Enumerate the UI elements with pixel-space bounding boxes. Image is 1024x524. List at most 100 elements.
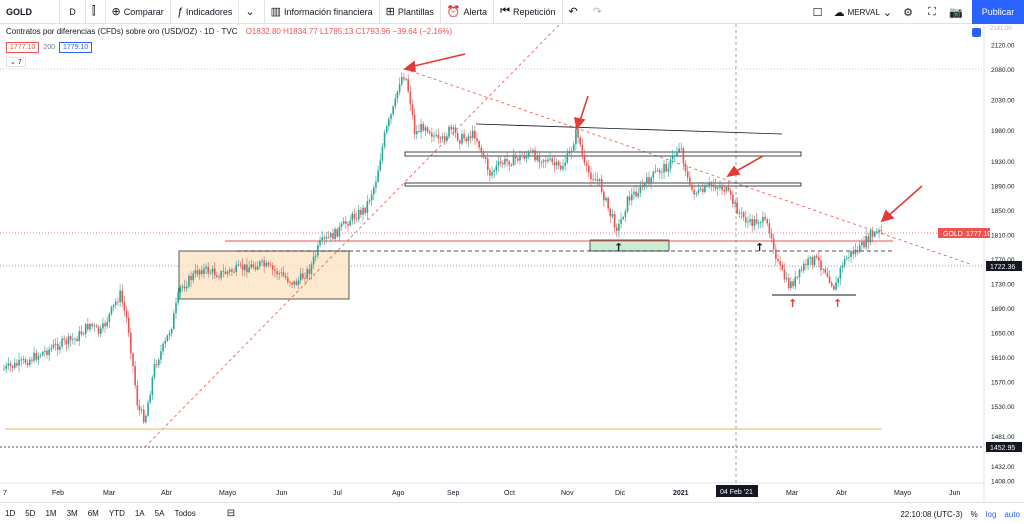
candle-body — [476, 138, 478, 142]
candle-body — [314, 255, 317, 257]
candle-body — [252, 264, 255, 267]
goto-date-icon[interactable]: ⊟ — [226, 508, 236, 519]
bid-price[interactable]: 1777.10 — [6, 42, 40, 53]
candle-body — [151, 377, 154, 395]
support-box[interactable] — [589, 239, 670, 252]
price-chart[interactable]: ↑ ↑ ↑ ↑ 2120.00 2080.00 2030.00 1980.00 1930… — [0, 24, 1024, 502]
candle-body — [97, 326, 100, 334]
candle-body — [800, 269, 803, 271]
candle-body — [244, 264, 246, 271]
candle-body — [607, 197, 609, 209]
candle-body — [878, 230, 880, 232]
candle-body — [622, 216, 624, 220]
price-axis[interactable]: 2120.00 2080.00 2030.00 1980.00 1930.00 1890.… — [991, 43, 1015, 486]
candle-body — [76, 338, 78, 341]
candle-body — [194, 270, 197, 274]
candle-body — [652, 171, 655, 178]
range-button[interactable]: YTD — [108, 509, 125, 518]
indicators-dropdown[interactable]: ⌄ — [239, 0, 265, 24]
candle-body — [461, 134, 463, 144]
layout-toggle[interactable]: ☐ — [806, 0, 830, 24]
snapshot-button[interactable]: 📷 — [944, 0, 968, 24]
bar-style-button[interactable]: ⫿ — [86, 0, 106, 24]
candle-body — [534, 150, 536, 161]
auto-toggle[interactable]: auto — [1004, 509, 1020, 519]
candle-body — [547, 159, 549, 162]
candle-body — [512, 154, 515, 165]
candle-body — [226, 271, 229, 274]
candle-body — [837, 278, 839, 283]
time-axis[interactable]: 7 Feb Mar Abr Mayo Jun Jul Ago Sep Oct Nov Dic 2021 M… — [3, 490, 960, 497]
candle-body — [119, 290, 121, 303]
layout-cloud-button[interactable]: ☁ MERVAL ⌄ — [830, 0, 896, 24]
range-button[interactable]: 3M — [66, 509, 78, 518]
indicators-button[interactable]: ƒ Indicadores — [171, 0, 240, 24]
percent-toggle[interactable]: % — [970, 509, 978, 519]
range-rect-upper[interactable] — [404, 151, 802, 157]
level-1-value: 1722.36 — [990, 264, 1015, 271]
ask-price[interactable]: 1779.10 — [59, 42, 93, 53]
interval-button[interactable]: D — [60, 0, 86, 24]
templates-label: Plantillas — [397, 6, 434, 17]
undo-button[interactable]: ↶ — [563, 0, 587, 24]
candle-body — [529, 151, 532, 153]
range-rect-lower[interactable] — [404, 182, 802, 187]
log-toggle[interactable]: log — [985, 509, 997, 519]
rising-trendline[interactable] — [144, 24, 561, 448]
range-button[interactable]: 1A — [134, 509, 145, 518]
candle-body — [5, 365, 7, 369]
candle-body — [448, 126, 450, 137]
candle-body — [418, 131, 420, 133]
candle-body — [792, 281, 794, 287]
candle-body — [755, 219, 758, 224]
candle-body — [231, 269, 233, 272]
alert-button[interactable]: ⏰ Alerta — [441, 0, 495, 24]
candle-body — [809, 257, 812, 259]
candle-body — [373, 187, 375, 195]
candle-body — [347, 223, 349, 226]
templates-button[interactable]: ⊞ Plantillas — [380, 0, 441, 24]
candle-body — [463, 134, 465, 139]
scale-lock-button[interactable] — [972, 28, 981, 37]
redo-button[interactable]: ↷ — [587, 0, 611, 24]
price-tick-label: 1481.00 — [991, 434, 1015, 441]
candle-body — [39, 355, 42, 357]
range-button[interactable]: 6M — [87, 509, 99, 518]
gold-symbol-tag: GOLD — [943, 231, 963, 238]
range-button[interactable]: 1M — [45, 509, 57, 518]
candle-body — [20, 359, 22, 361]
candle-body — [641, 185, 644, 187]
indicators-toggle[interactable]: ⌄ 7 — [6, 57, 26, 67]
candle-body — [69, 336, 72, 340]
clock-label[interactable]: 22:10:08 (UTC-3) — [900, 509, 963, 519]
compare-button[interactable]: ⊕ Comparar — [106, 0, 171, 24]
symbol-search[interactable]: GOLD — [0, 0, 60, 24]
instrument-title: Contratos por diferencias (CFDs) sobre o… — [6, 27, 238, 36]
candle-body — [345, 221, 347, 224]
candle-body — [704, 185, 706, 192]
price-tick-label: 2120.00 — [991, 43, 1015, 50]
candle-body — [790, 281, 792, 289]
range-button[interactable]: 5A — [154, 509, 165, 518]
candle-body — [682, 148, 685, 164]
falling-trendline[interactable] — [404, 68, 971, 265]
candle-body — [431, 133, 433, 137]
fullscreen-button[interactable]: ⛶ — [920, 0, 944, 24]
range-button[interactable]: 5D — [25, 509, 36, 518]
time-tick-label: Jul — [333, 490, 342, 497]
plus-circle-icon: ⊕ — [111, 6, 121, 18]
financials-button[interactable]: ▥ Información financiera — [265, 0, 380, 24]
candle-body — [145, 415, 147, 423]
candle-body — [613, 214, 616, 228]
candle-body — [880, 230, 882, 232]
settings-button[interactable]: ⚙ — [896, 0, 920, 24]
range-button[interactable]: Todos — [174, 509, 196, 518]
candle-body — [744, 217, 747, 223]
replay-button[interactable]: ⏮ Repetición — [494, 0, 563, 24]
gear-icon: ⚙ — [903, 6, 913, 19]
publish-button[interactable]: Publicar — [972, 0, 1024, 24]
range-button[interactable]: 1D — [5, 509, 16, 518]
candle-body — [553, 162, 556, 166]
channel-top-line[interactable] — [475, 123, 783, 135]
candle-body — [830, 282, 833, 286]
